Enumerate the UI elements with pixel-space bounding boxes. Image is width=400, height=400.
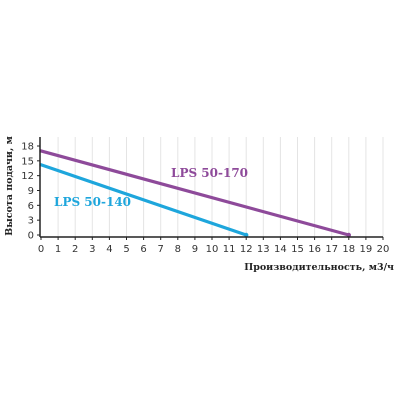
y-tick-label-3: 3: [28, 216, 34, 227]
x-tick-label-1: 1: [55, 244, 61, 255]
x-tick-label-19: 19: [360, 244, 373, 255]
x-tick-label-6: 6: [140, 244, 146, 255]
x-tick-label-12: 12: [240, 244, 253, 255]
y-tick-label-9: 9: [28, 186, 34, 197]
x-tick-label-20: 20: [377, 244, 390, 255]
y-tick-label-6: 6: [28, 201, 34, 212]
x-axis-title: Производительность, м3/ч: [244, 262, 394, 273]
y-tick-label-18: 18: [21, 142, 34, 153]
x-tick-label-18: 18: [342, 244, 355, 255]
x-tick-label-14: 14: [274, 244, 287, 255]
x-tick-label-16: 16: [308, 244, 321, 255]
x-tick-label-0: 0: [38, 244, 44, 255]
y-tick-label-12: 12: [21, 171, 34, 182]
grid: [57, 137, 384, 237]
x-ticks: 0 1 2 3 4 5 6 7 8 9 10 11 12 13 14 15 16 17 18 19 20: [38, 237, 390, 255]
y-tick-label-0: 0: [28, 231, 34, 242]
series-endpoint-lps-50-170: [346, 232, 351, 238]
x-tick-label-11: 11: [223, 244, 236, 255]
series-endpoint-lps-50-140: [244, 232, 249, 238]
x-tick-label-8: 8: [175, 244, 181, 255]
y-tick-label-15: 15: [21, 156, 34, 167]
x-tick-label-7: 7: [158, 244, 164, 255]
y-axis-title: Высота подачи, м: [4, 136, 15, 236]
x-tick-label-10: 10: [206, 244, 219, 255]
x-tick-label-15: 15: [291, 244, 304, 255]
series-line-lps-50-170: [39, 149, 351, 237]
x-tick-label-5: 5: [123, 244, 129, 255]
x-tick-label-4: 4: [106, 244, 112, 255]
y-ticks: 0 3 6 9 12 15 18: [21, 142, 40, 242]
series-line-lps-50-140: [39, 163, 248, 237]
series-layer: [39, 149, 351, 238]
x-tick-label-9: 9: [192, 244, 198, 255]
x-tick-label-2: 2: [72, 244, 78, 255]
x-tick-label-17: 17: [325, 244, 338, 255]
series-label-lps-50-140: LPS 50-140: [54, 195, 131, 209]
x-tick-label-3: 3: [89, 244, 95, 255]
series-label-lps-50-170: LPS 50-170: [171, 166, 248, 180]
x-tick-label-13: 13: [257, 244, 270, 255]
